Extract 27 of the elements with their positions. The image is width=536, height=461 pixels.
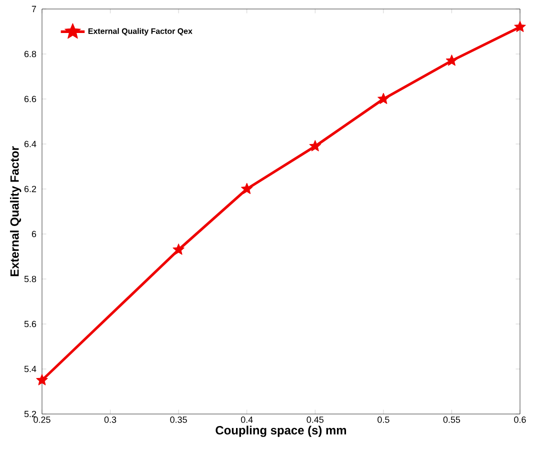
y-tick-label: 6.6 — [24, 96, 36, 102]
x-axis-title: Coupling space (s) mm — [216, 426, 346, 437]
x-tick-label: 0.25 — [34, 416, 50, 423]
y-tick-label: 5.2 — [24, 410, 36, 418]
y-axis-title: External Quality Factor — [10, 146, 22, 276]
x-tick-label: 0.45 — [306, 416, 324, 423]
y-tick-label: 5.8 — [24, 276, 36, 282]
point — [172, 244, 185, 255]
x-tick-label: 0.55 — [443, 416, 460, 423]
y-tick-label: 7 — [32, 6, 36, 12]
point — [309, 140, 322, 152]
x-tick-label: 0.5 — [378, 416, 390, 423]
y-tick-label: 6 — [32, 230, 36, 238]
y-tick-label: 5.4 — [24, 366, 36, 372]
y-tick-label: 6.8 — [24, 50, 36, 58]
x-tick-label: 0.3 — [104, 416, 116, 423]
x-tick-label: 0.35 — [170, 416, 187, 423]
x-tick-label: 0.4 — [240, 416, 253, 423]
point — [377, 92, 390, 104]
x-tick-label: 0.6 — [514, 416, 526, 423]
point — [514, 20, 526, 32]
y-tick-label: 5.6 — [24, 320, 36, 328]
y-tick-label: 6.2 — [24, 186, 36, 192]
point — [240, 182, 253, 194]
y-tick-label: 6.4 — [24, 140, 36, 148]
point — [36, 374, 48, 386]
point — [446, 54, 458, 66]
